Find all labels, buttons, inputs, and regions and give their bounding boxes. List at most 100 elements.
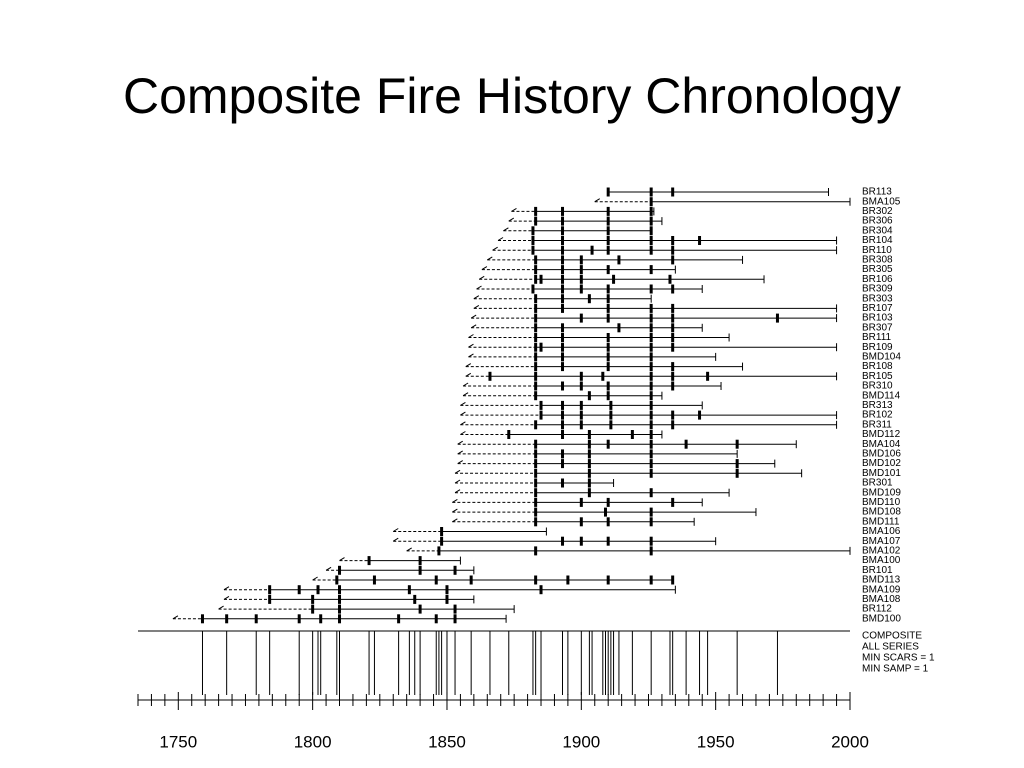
series-label: BR102	[862, 410, 893, 421]
fire-scar	[587, 391, 591, 401]
fire-scar	[606, 265, 610, 275]
fire-scar	[534, 206, 538, 216]
fire-scar	[534, 517, 538, 527]
fire-scar	[434, 614, 438, 624]
fire-scar	[587, 430, 591, 439]
fire-scar	[671, 420, 675, 430]
inner-tick	[454, 479, 461, 484]
inner-tick	[452, 508, 458, 513]
fire-scar	[534, 371, 538, 381]
fire-scar	[579, 497, 583, 507]
series-label: BR303	[862, 293, 893, 304]
inner-tick	[497, 237, 504, 241]
inner-tick	[594, 198, 601, 203]
inner-tick	[462, 392, 469, 397]
series-label: BR110	[862, 245, 892, 256]
fire-scar	[579, 274, 583, 284]
inner-tick	[481, 266, 488, 271]
fire-scar	[671, 362, 675, 372]
fire-scar	[606, 352, 610, 362]
fire-scar	[671, 410, 675, 420]
fire-scar	[649, 536, 653, 546]
fire-scar	[671, 342, 675, 352]
series-label: BR106	[862, 274, 893, 285]
series-label: BMD111	[862, 516, 900, 527]
series-label: BR104	[862, 235, 893, 246]
inner-tick	[465, 363, 472, 368]
fire-scar	[587, 439, 591, 449]
fire-scar	[579, 265, 583, 275]
slide-title: Composite Fire History Chronology	[123, 68, 901, 124]
fire-scar	[649, 236, 653, 245]
series-label: BMD114	[862, 390, 901, 401]
series-label: BR105	[862, 371, 893, 382]
fire-scar	[649, 216, 653, 226]
fire-scar	[561, 362, 565, 372]
fire-scar	[671, 187, 675, 197]
fire-scar	[649, 187, 653, 197]
inner-tick	[454, 469, 461, 474]
fire-scar	[649, 245, 653, 255]
fire-scar	[606, 226, 610, 236]
fire-scar	[698, 410, 702, 420]
fire-scar	[606, 381, 610, 391]
fire-scar	[649, 507, 653, 517]
inner-tick	[468, 343, 474, 348]
fire-scar	[609, 420, 613, 430]
fire-scar	[579, 536, 583, 546]
fire-scar	[534, 546, 538, 556]
fire-scar	[649, 430, 653, 439]
fire-scar	[587, 488, 591, 498]
fire-scar	[606, 342, 610, 352]
inner-tick	[218, 605, 224, 610]
fire-scar	[649, 381, 653, 391]
fire-scar	[671, 313, 675, 323]
inner-tick	[503, 227, 509, 232]
fire-scar	[609, 410, 613, 420]
fire-scar	[617, 255, 621, 265]
fire-scar	[488, 371, 492, 381]
fire-scar	[630, 430, 634, 439]
fire-scar	[434, 575, 438, 585]
series-label: BMD112	[862, 429, 901, 440]
fire-scar	[579, 400, 583, 410]
x-tick-label: 2000	[831, 732, 869, 751]
inner-tick	[478, 275, 485, 280]
fire-scar	[671, 284, 675, 294]
fire-scar	[335, 575, 339, 585]
fire-scar	[606, 284, 610, 294]
composite-label: ALL SERIES	[862, 642, 919, 653]
fire-scar	[200, 614, 204, 624]
composite-label: MIN SCARS = 1	[862, 653, 935, 664]
series-label: BR301	[862, 478, 893, 489]
fire-scar	[316, 585, 320, 595]
fire-scar	[534, 449, 538, 459]
series-label: BR306	[862, 216, 893, 227]
fire-scar	[606, 313, 610, 323]
fire-scar	[297, 614, 301, 624]
fire-scar	[561, 323, 565, 333]
inner-tick	[460, 421, 466, 426]
inner-tick	[473, 304, 480, 309]
fire-scar	[601, 371, 605, 381]
series-label: BMA108	[862, 594, 901, 605]
fire-scar	[606, 439, 610, 449]
fire-scar	[534, 459, 538, 469]
composite-label: MIN SAMP = 1	[862, 664, 929, 675]
inner-tick	[508, 217, 515, 222]
fire-scar	[311, 604, 315, 614]
fire-scar	[534, 333, 538, 342]
fire-scar	[606, 187, 610, 197]
fire-scar	[561, 381, 565, 391]
series-label: BMD100	[862, 613, 901, 624]
fire-scar	[649, 352, 653, 362]
series-label: BR113	[862, 187, 892, 198]
inner-tick	[457, 440, 463, 445]
inner-tick	[462, 382, 469, 387]
inner-tick	[406, 547, 412, 552]
fire-scar	[735, 439, 739, 449]
fire-scar	[579, 381, 583, 391]
series-label: BR108	[862, 361, 893, 372]
fire-scar	[534, 255, 538, 265]
